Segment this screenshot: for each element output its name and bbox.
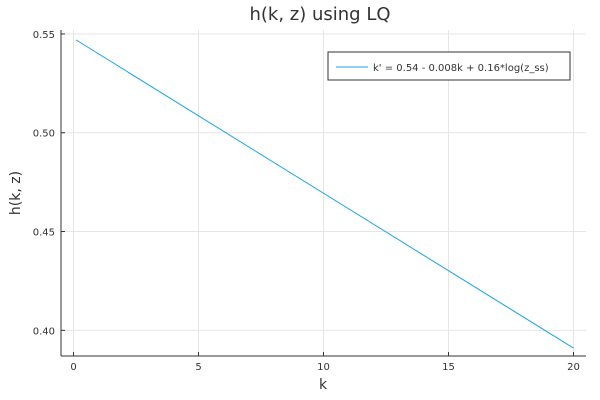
legend-label: k' = 0.54 - 0.008k + 0.16*log(z_ss) [373,63,549,74]
y-tick-label: 0.45 [33,228,55,239]
x-tick-label: 10 [317,362,330,373]
legend: k' = 0.54 - 0.008k + 0.16*log(z_ss) [327,51,571,81]
x-axis-label: k [319,377,328,393]
x-tick-label: 5 [195,362,201,373]
series-layer [75,39,574,349]
y-tick-label: 0.50 [33,129,55,140]
x-tick-label: 15 [442,362,455,373]
y-tick-label: 0.40 [33,326,55,337]
y-axis-ticks: 0.40 0.45 0.50 0.55 [33,30,65,337]
grid-lines [61,30,586,356]
x-tick-label: 0 [70,362,76,373]
chart-title: h(k, z) using LQ [249,4,390,25]
x-axis-ticks: 0 5 10 15 20 [70,352,580,373]
series-line [75,39,574,349]
y-axis-label: h(k, z) [8,171,24,215]
legend-box [327,51,571,81]
x-tick-label: 20 [567,362,580,373]
y-tick-label: 0.55 [33,30,55,41]
